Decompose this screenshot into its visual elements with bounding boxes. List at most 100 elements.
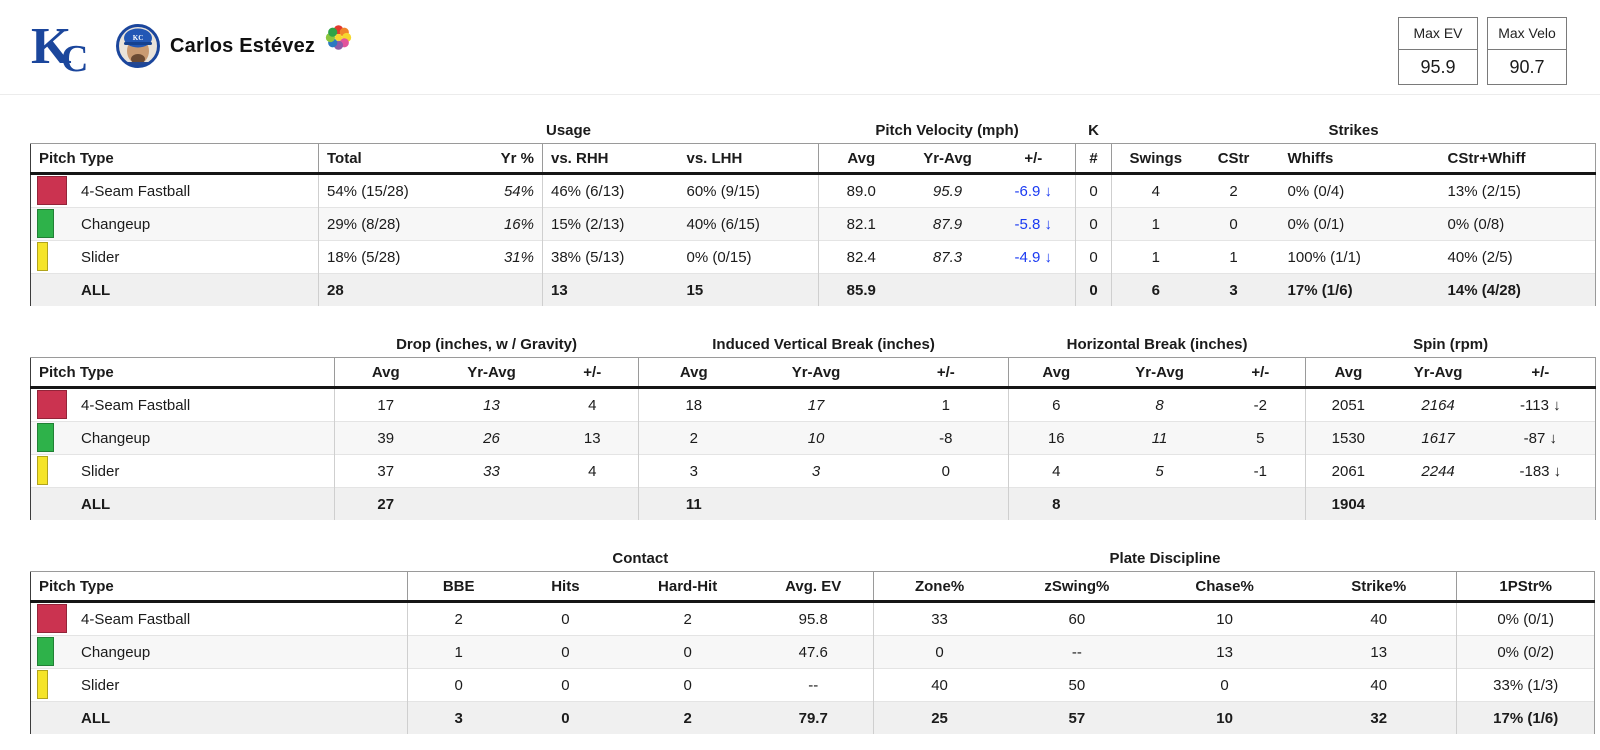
stat-cell: 33	[872, 601, 1006, 636]
pitch-row: Slider 37 33 4 3 3 0 4 5 -1 2061 2244 -183 ↓	[30, 454, 1597, 488]
stat-cell: 0	[509, 635, 622, 669]
pitch-type-cell: 4-Seam Fastball	[30, 173, 319, 208]
stat-cell: 40	[872, 668, 1006, 702]
stat-total-cell	[903, 273, 992, 306]
group-header-label: Horizontal Break (inches)	[1008, 331, 1306, 358]
max-velo-value: 90.7	[1509, 57, 1545, 77]
table-usage-velocity-strikes: Usage Pitch Velocity (mph) K Strikes Pitch T…	[30, 117, 1600, 306]
pitch-type-label: Slider	[81, 462, 120, 480]
stat-cell: 0	[621, 635, 754, 669]
column-header-row: Pitch Type Total Yr % vs. RHH vs. LHH Avg Yr-A…	[30, 143, 1597, 175]
stat-cell: 100% (1/1)	[1267, 240, 1428, 274]
all-row-label: ALL	[30, 701, 408, 734]
group-header-label: Drop (inches, w / Gravity)	[334, 331, 639, 358]
column-header: CStr+Whiff	[1427, 143, 1597, 175]
column-header: Yr %	[450, 143, 543, 175]
stat-total-cell: 2	[621, 701, 754, 734]
player-name: Carlos Estévez	[170, 34, 316, 57]
stat-cell: 0% (0/1)	[1456, 601, 1595, 636]
max-ev-box: Max EV 95.9	[1398, 17, 1478, 85]
stat-total-cell	[883, 487, 1009, 520]
stat-total-cell: 17% (1/6)	[1267, 273, 1428, 306]
pitch-type-label: Changeup	[81, 643, 151, 661]
column-header: Avg	[334, 357, 437, 389]
pitch-type-label: 4-Seam Fastball	[81, 396, 191, 414]
column-header: vs. LHH	[678, 143, 819, 175]
group-header-label: Plate Discipline	[873, 545, 1457, 572]
group-header-label: Usage	[318, 117, 819, 144]
stat-cell: 5	[1215, 421, 1306, 455]
max-velo-box: Max Velo 90.7	[1487, 17, 1567, 85]
pitch-type-label: 4-Seam Fastball	[81, 610, 191, 628]
stat-total-cell: 3	[406, 701, 510, 734]
stat-cell: 4	[1111, 173, 1200, 208]
stat-total-cell	[546, 487, 639, 520]
stat-cell: 40% (6/15)	[678, 207, 819, 241]
column-header: Yr-Avg	[903, 143, 992, 175]
group-header-row: Contact Plate Discipline	[30, 545, 1595, 572]
stat-cell: 1	[1111, 240, 1200, 274]
stat-cell: 40	[1370, 610, 1388, 628]
stat-total-cell: 27	[334, 487, 437, 520]
stat-cell: 1	[406, 635, 510, 669]
stat-total-cell: 85.9	[818, 273, 904, 306]
stat-cell: 0	[1075, 207, 1112, 241]
stat-cell: 17	[334, 387, 437, 422]
column-header-row: Pitch Type Avg Yr-Avg +/- Avg Yr-Avg +/- Avg Yr-…	[30, 357, 1597, 389]
pitch-type-label: Slider	[81, 676, 120, 694]
movement-spin-table: Drop (inches, w / Gravity) Induced Vertic…	[30, 331, 1597, 520]
max-stat-boxes: Max EV 95.9 Max Velo 90.7	[1398, 17, 1567, 85]
stat-cell: 0	[406, 668, 510, 702]
all-totals-row: ALL 3 0 2 79.7 25 57 10 32 17% (1/6)	[30, 701, 1595, 734]
stat-total-cell	[1485, 487, 1597, 520]
stat-cell: 82.4	[818, 240, 904, 274]
pitch-color-swatch	[37, 670, 48, 699]
stat-cell: 54%	[503, 182, 534, 200]
pitch-type-label: Changeup	[81, 429, 151, 447]
pitch-color-swatch	[37, 604, 67, 633]
column-header: CStr	[1199, 143, 1268, 175]
contact-plate-discipline-table: Contact Plate Discipline Pitch Type BBE Hits…	[30, 545, 1595, 734]
stat-cell: 3	[748, 454, 884, 488]
pitch-type-cell: Slider	[30, 668, 408, 702]
pitch-row: Changeup 1 0 0 47.6 0 -- 13 13 0% (0/2)	[30, 635, 1595, 669]
stat-cell: 0% (0/1)	[1267, 207, 1428, 241]
column-header: Chase%	[1148, 571, 1302, 603]
stat-cell: 54% (15/28)	[318, 173, 451, 208]
column-header: Yr-Avg	[436, 357, 547, 389]
svg-text:C: C	[61, 38, 88, 74]
column-header: +/-	[991, 143, 1076, 175]
pitch-color-swatch	[37, 176, 67, 205]
stat-cell: 13	[1148, 635, 1302, 669]
stat-cell: 0% (0/8)	[1427, 207, 1597, 241]
stat-cell: 15% (2/13)	[542, 207, 679, 241]
pitch-row: Changeup 39 26 13 2 10 -8 16 11 5 1530 1617 -87 ↓	[30, 421, 1597, 455]
column-header: Yr-Avg	[1390, 357, 1486, 389]
stat-total-cell	[748, 487, 884, 520]
team-logo-kc-icon: K C	[31, 18, 88, 74]
stat-cell: 13	[546, 421, 639, 455]
player-identity: K C KC Carlos Estévez	[30, 18, 352, 74]
pitch-type-cell: 4-Seam Fastball	[30, 387, 335, 422]
pitch-color-swatch	[37, 390, 67, 419]
stat-cell: -113 ↓	[1485, 387, 1597, 422]
stat-cell: 0	[621, 668, 754, 702]
pitch-type-cell: 4-Seam Fastball	[30, 601, 408, 636]
all-row-label: ALL	[30, 273, 319, 306]
stat-cell: 0	[883, 454, 1009, 488]
header: K C KC Carlos Estévez	[0, 0, 1600, 95]
stat-cell: 18	[638, 387, 749, 422]
column-header: Pitch Type	[30, 143, 319, 175]
stat-cell: 31%	[450, 240, 543, 274]
stat-cell: 10	[748, 421, 884, 455]
stat-total-cell: 17% (1/6)	[1456, 701, 1595, 734]
column-header-row: Pitch Type BBE Hits Hard-Hit Avg. EV Zone% zSw…	[30, 571, 1595, 603]
stat-cell: -6.9 ↓	[1014, 182, 1053, 200]
stat-cell: 6	[1008, 387, 1104, 422]
stat-cell: 10	[1216, 610, 1233, 628]
pitch-type-cell: Slider	[30, 240, 319, 274]
stat-cell: 0	[561, 610, 570, 628]
column-header: Avg	[1008, 357, 1104, 389]
stat-cell: 37	[334, 454, 437, 488]
column-header: Strike%	[1301, 571, 1457, 603]
